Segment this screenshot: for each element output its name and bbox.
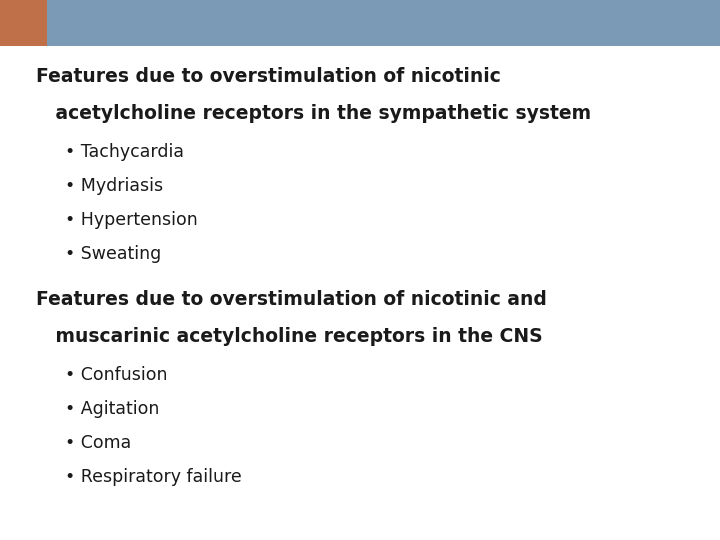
Text: acetylcholine receptors in the sympathetic system: acetylcholine receptors in the sympathet…	[36, 104, 591, 123]
Text: muscarinic acetylcholine receptors in the CNS: muscarinic acetylcholine receptors in th…	[36, 327, 543, 346]
Text: • Sweating: • Sweating	[65, 245, 161, 263]
Text: • Confusion: • Confusion	[65, 366, 167, 383]
Text: • Agitation: • Agitation	[65, 400, 159, 417]
Text: • Respiratory failure: • Respiratory failure	[65, 468, 241, 485]
Text: Features due to overstimulation of nicotinic: Features due to overstimulation of nicot…	[36, 68, 501, 86]
Text: • Tachycardia: • Tachycardia	[65, 143, 184, 161]
Text: Features due to overstimulation of nicotinic and: Features due to overstimulation of nicot…	[36, 290, 547, 309]
FancyBboxPatch shape	[0, 0, 47, 46]
Text: • Coma: • Coma	[65, 434, 131, 451]
FancyBboxPatch shape	[47, 0, 720, 46]
Text: • Mydriasis: • Mydriasis	[65, 177, 163, 195]
Text: • Hypertension: • Hypertension	[65, 211, 197, 229]
